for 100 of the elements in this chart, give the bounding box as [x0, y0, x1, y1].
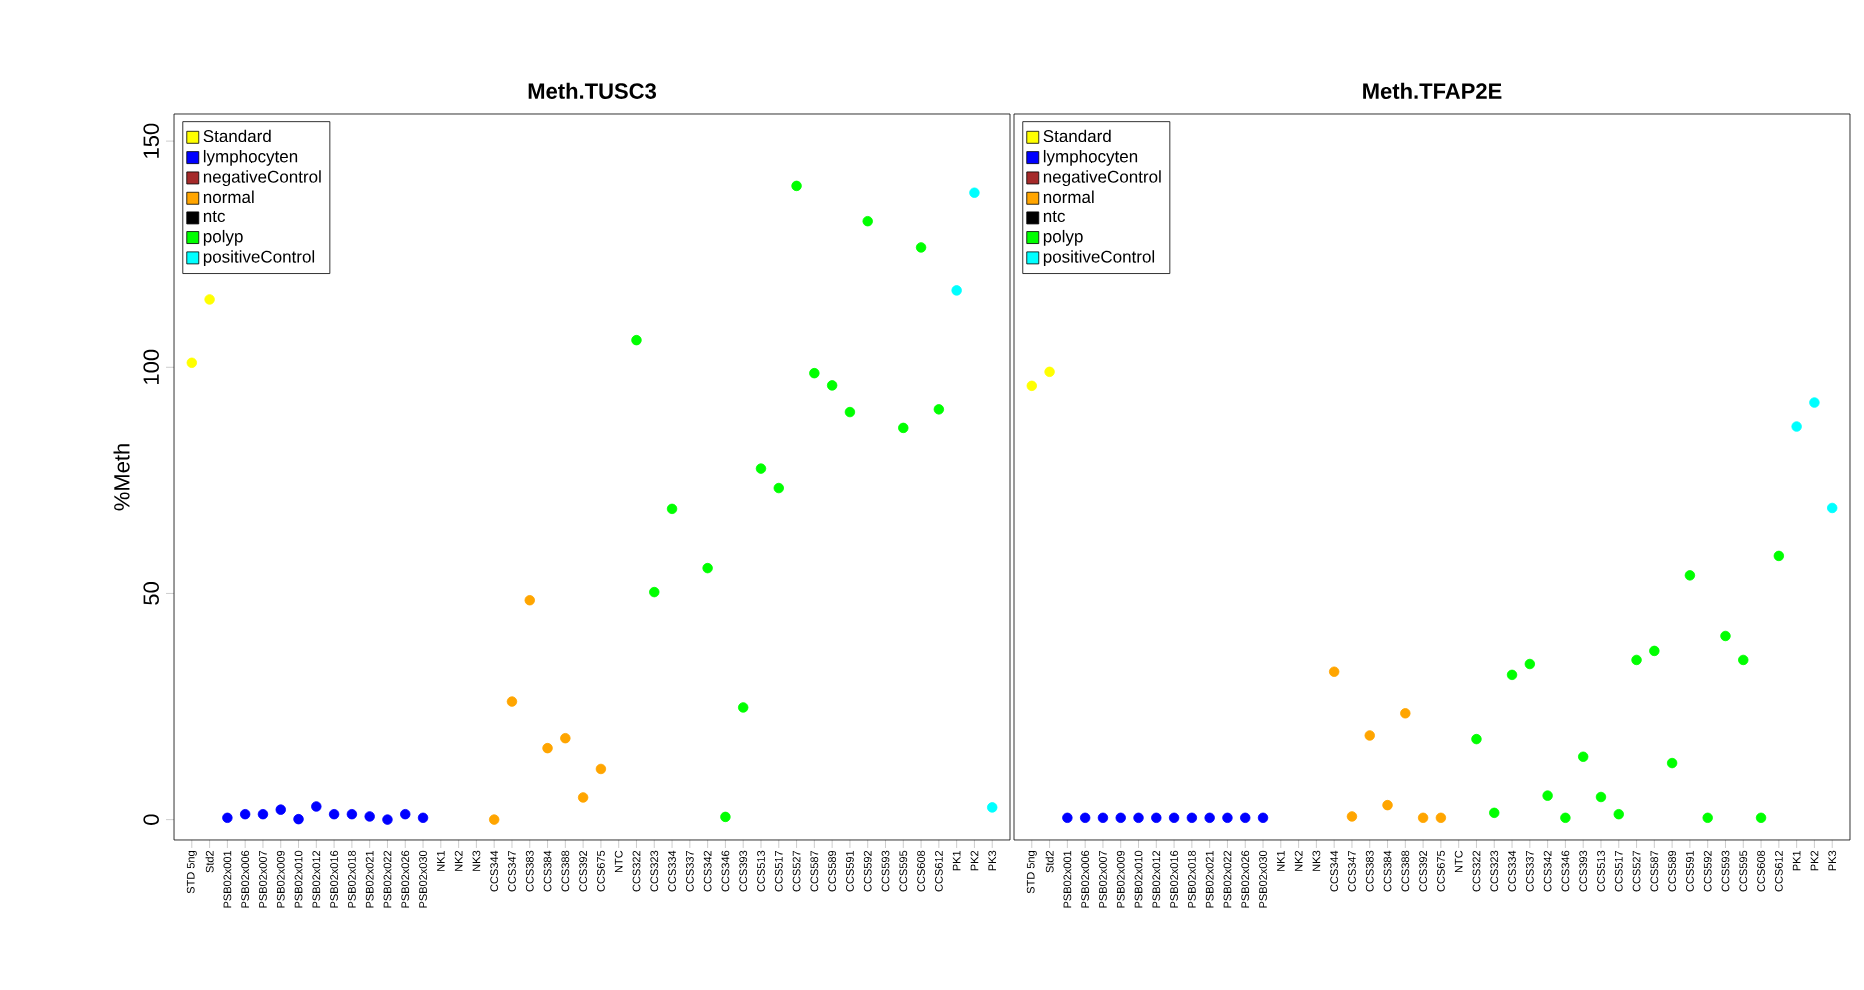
point [1062, 812, 1073, 823]
point [1649, 645, 1660, 657]
legend-label: normal [1043, 190, 1094, 204]
point [1524, 658, 1536, 670]
y-tick-label: 0 [143, 814, 159, 825]
point [1666, 757, 1678, 769]
point [1435, 812, 1447, 823]
legend-label: negativeControl [203, 170, 321, 187]
point [951, 285, 962, 296]
legend-label: ntc [203, 210, 226, 223]
point [666, 503, 678, 515]
point [915, 242, 927, 253]
point [1827, 502, 1838, 514]
point [382, 814, 393, 825]
point [1222, 812, 1233, 823]
point [1186, 812, 1198, 823]
legend-label: Standard [1043, 129, 1111, 143]
point [1115, 812, 1126, 823]
point [1168, 812, 1180, 823]
point [773, 482, 784, 494]
point [862, 215, 873, 227]
point [649, 586, 660, 598]
point [577, 792, 589, 803]
point [204, 294, 215, 305]
point [1755, 812, 1767, 823]
point [275, 804, 286, 815]
point [1702, 812, 1713, 823]
legend-label: lymphocyten [203, 149, 298, 166]
point [1382, 799, 1393, 811]
point [987, 802, 998, 813]
point [239, 808, 251, 820]
point [488, 814, 500, 825]
chart-title: Meth.TFAP2E [1363, 82, 1502, 99]
point [791, 180, 802, 192]
point [1079, 812, 1091, 823]
point [1577, 751, 1589, 762]
y-axis-title: %Meth [113, 444, 130, 511]
point [1631, 654, 1642, 666]
point [1542, 790, 1553, 801]
point [560, 733, 571, 744]
point [311, 801, 322, 812]
point [1328, 666, 1340, 677]
legend-label: positiveControl [203, 250, 315, 267]
point [1151, 812, 1162, 823]
y-tick-label: 100 [143, 349, 159, 384]
point [1738, 654, 1749, 666]
legend-label: lymphocyten [1043, 149, 1138, 166]
point [1044, 366, 1055, 378]
point [969, 187, 980, 198]
chart-title: Meth.TUSC3 [528, 82, 657, 99]
point [293, 813, 304, 825]
point [1417, 812, 1429, 823]
legend-label: normal [203, 190, 254, 204]
point [1595, 791, 1607, 803]
point [1613, 808, 1624, 820]
point [222, 812, 233, 823]
point [346, 808, 358, 820]
point [506, 696, 518, 707]
point [826, 380, 838, 391]
point [720, 811, 731, 823]
point [631, 334, 642, 346]
legend-label: polyp [203, 229, 243, 246]
point [1257, 812, 1269, 823]
point [328, 808, 340, 820]
point [1204, 812, 1215, 823]
point [738, 702, 749, 713]
y-tick-label: 150 [143, 123, 159, 158]
point [1489, 807, 1500, 819]
point [1809, 397, 1820, 408]
point [400, 808, 411, 820]
point [257, 808, 269, 820]
point [1684, 570, 1696, 581]
point [595, 763, 607, 775]
point [1026, 380, 1037, 392]
legend-label: ntc [1043, 210, 1065, 223]
y-tick-label: 50 [143, 582, 159, 605]
point [898, 422, 909, 434]
point [1560, 812, 1571, 823]
point [186, 357, 198, 368]
legend-label: positiveControl [1043, 250, 1155, 267]
point [702, 562, 713, 574]
point [1773, 550, 1785, 562]
point [1791, 421, 1802, 432]
point [1364, 730, 1375, 741]
legend-label: negativeControl [1043, 170, 1161, 187]
legend-label: Standard [203, 129, 271, 143]
point [844, 406, 856, 418]
point [542, 742, 553, 754]
point [1133, 812, 1144, 823]
point [364, 811, 375, 822]
point [1400, 708, 1411, 719]
point [1240, 812, 1251, 823]
point [1097, 812, 1109, 823]
point [417, 812, 429, 823]
point [1346, 811, 1358, 822]
point [524, 595, 535, 606]
point [755, 463, 767, 474]
legend-label: polyp [1043, 229, 1083, 246]
point [1506, 669, 1518, 681]
point [809, 367, 820, 379]
